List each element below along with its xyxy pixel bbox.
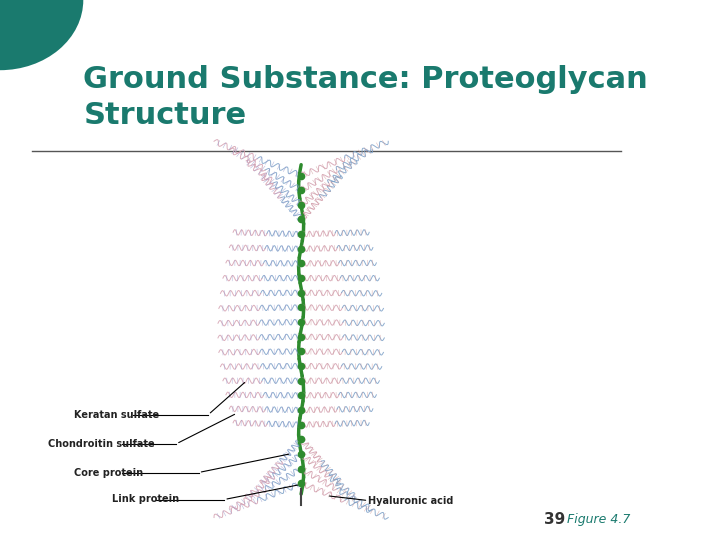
Wedge shape [0, 0, 84, 70]
Text: 39: 39 [544, 511, 564, 526]
Text: Chondroitin sulfate: Chondroitin sulfate [48, 439, 155, 449]
Text: Keratan sulfate: Keratan sulfate [73, 410, 159, 420]
Text: Ground Substance: Proteoglycan
Structure: Ground Substance: Proteoglycan Structure [84, 65, 648, 130]
Text: Link protein: Link protein [112, 495, 179, 504]
Text: Hyaluronic acid: Hyaluronic acid [369, 496, 454, 505]
Text: Core protein: Core protein [73, 468, 143, 477]
Text: Figure 4.7: Figure 4.7 [567, 514, 631, 526]
